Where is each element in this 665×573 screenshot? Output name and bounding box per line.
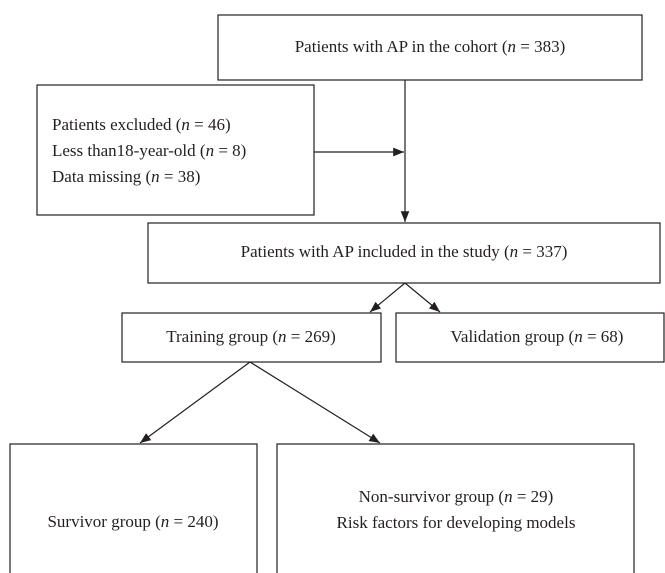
node-text: Training group (n = 269): [166, 327, 336, 346]
box: [395, 312, 665, 363]
node-text: Validation group (n = 68): [451, 327, 624, 346]
node-text: Survivor group (n = 240): [47, 512, 218, 531]
node-text: Patients excluded (n = 46): [52, 115, 231, 134]
box: [9, 443, 258, 573]
node-text: Data missing (n = 38): [52, 167, 200, 186]
node-text: Risk factors for developing models: [337, 513, 576, 532]
arrow: [139, 361, 251, 444]
box: [36, 84, 315, 216]
node-text: Less than18-year-old (n = 8): [52, 141, 246, 160]
box: [217, 14, 643, 81]
arrow: [249, 361, 381, 444]
box: [121, 312, 382, 363]
arrow: [404, 282, 441, 313]
node-text: Patients with AP included in the study (…: [241, 242, 568, 261]
arrow: [369, 282, 406, 313]
box: [276, 443, 635, 573]
box: [147, 222, 661, 284]
node-text: Patients with AP in the cohort (n = 383): [295, 37, 566, 56]
node-text: Non-survivor group (n = 29): [359, 487, 554, 506]
